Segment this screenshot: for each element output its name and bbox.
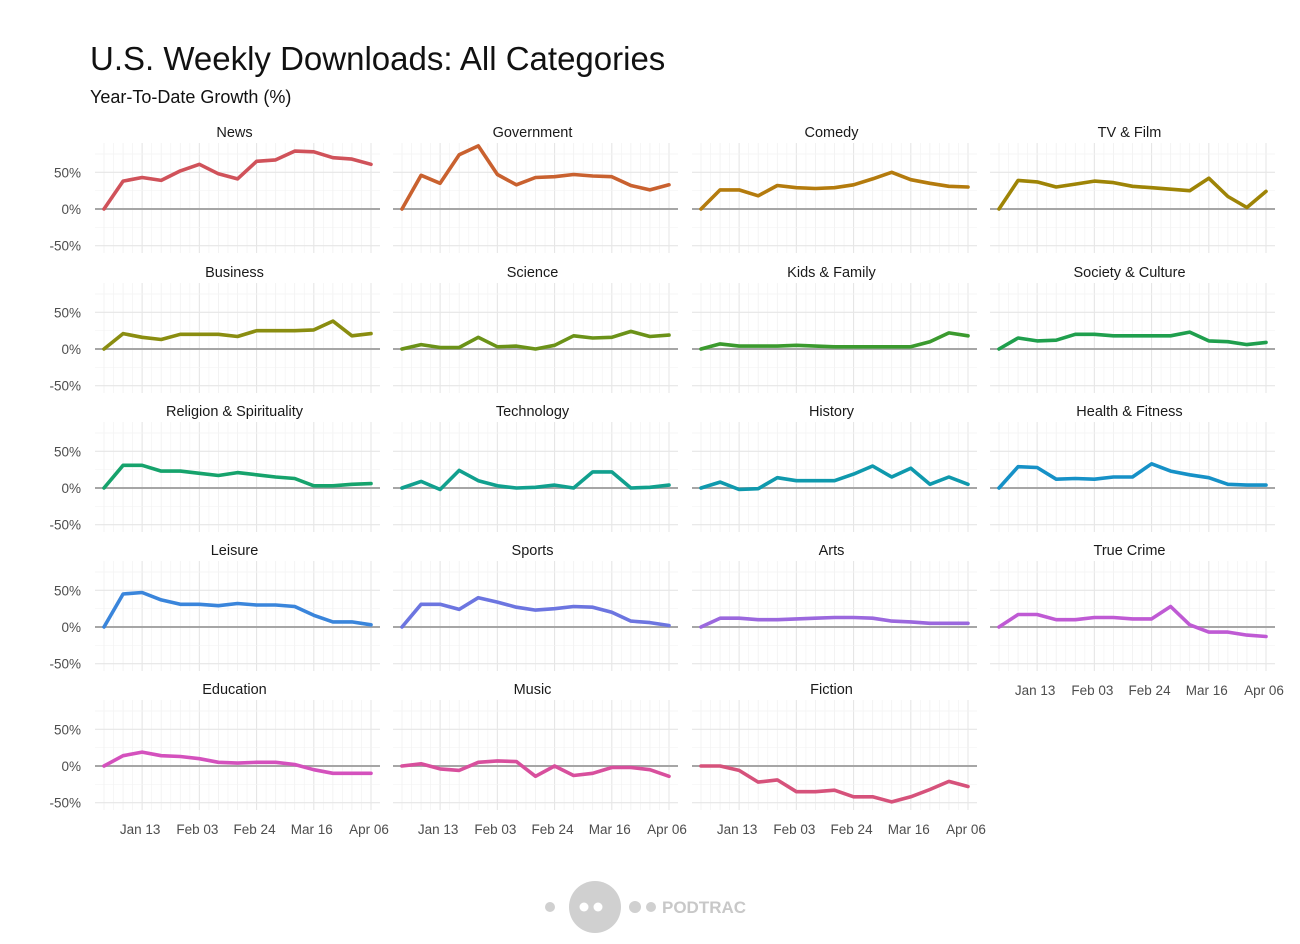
x-tick-label: Mar 16 — [589, 822, 631, 837]
series-line-news — [102, 149, 373, 211]
series-line-health-fitness — [997, 461, 1268, 490]
series-line-true-crime — [997, 604, 1268, 639]
series-line-music — [400, 759, 671, 779]
series-line-fiction — [699, 764, 970, 804]
x-tick-label: Apr 06 — [647, 822, 687, 837]
facet-label-tv-film: TV & Film — [1098, 125, 1162, 141]
facet-label-history: History — [809, 404, 855, 420]
x-tick-label: Jan 13 — [120, 822, 161, 837]
brand-name: PODTRAC — [662, 898, 746, 917]
series-line-leisure — [102, 590, 373, 629]
series-line-comedy — [699, 170, 970, 211]
facet-label-comedy: Comedy — [805, 125, 860, 141]
series-line-science — [400, 329, 671, 351]
x-tick-label: Feb 03 — [474, 822, 516, 837]
y-tick-label: 50% — [54, 583, 81, 598]
facet-label-science: Science — [507, 265, 559, 281]
series-line-history — [699, 464, 970, 492]
series-line-government — [400, 144, 671, 211]
chart-title: U.S. Weekly Downloads: All Categories — [90, 40, 666, 77]
facet-label-music: Music — [514, 682, 552, 698]
podtrac-logo: PODTRAC — [545, 881, 746, 933]
x-tick-label: Feb 24 — [234, 822, 277, 837]
logo-dot-icon — [545, 902, 555, 912]
facet-label-true-crime: True Crime — [1094, 543, 1166, 559]
x-tick-label: Jan 13 — [1015, 683, 1056, 698]
x-tick-label: Mar 16 — [1186, 683, 1228, 698]
series-line-tv-film — [997, 176, 1268, 211]
y-tick-label: 50% — [54, 305, 81, 320]
facet-label-education: Education — [202, 682, 267, 698]
y-tick-label: -50% — [49, 796, 81, 811]
x-tick-label: Feb 03 — [176, 822, 218, 837]
x-tick-label: Feb 24 — [1129, 683, 1172, 698]
series-line-business — [102, 319, 373, 351]
series-line-technology — [400, 468, 671, 492]
series-line-religion-spirituality — [102, 463, 373, 490]
facet-label-religion-spirituality: Religion & Spirituality — [166, 404, 304, 420]
series-line-education — [102, 750, 373, 776]
y-tick-label: 50% — [54, 165, 81, 180]
facet-label-government: Government — [493, 125, 573, 141]
chart-subtitle: Year-To-Date Growth (%) — [90, 87, 292, 107]
x-tick-label: Jan 13 — [418, 822, 459, 837]
y-tick-label: 50% — [54, 722, 81, 737]
series-line-kids-family — [699, 331, 970, 351]
x-tick-label: Feb 03 — [1071, 683, 1113, 698]
y-tick-label: -50% — [49, 239, 81, 254]
x-tick-label: Mar 16 — [888, 822, 930, 837]
facet-label-business: Business — [205, 265, 264, 281]
facet-label-arts: Arts — [819, 543, 845, 559]
y-tick-label: -50% — [49, 657, 81, 672]
x-tick-label: Feb 24 — [831, 822, 874, 837]
y-tick-label: -50% — [49, 518, 81, 533]
series-line-sports — [400, 595, 671, 629]
y-tick-label: 0% — [61, 202, 81, 217]
series-line-society-culture — [997, 330, 1268, 351]
y-tick-label: -50% — [49, 379, 81, 394]
facet-label-leisure: Leisure — [211, 543, 259, 559]
facet-label-health-fitness: Health & Fitness — [1076, 404, 1182, 420]
x-tick-label: Apr 06 — [946, 822, 986, 837]
x-tick-label: Jan 13 — [717, 822, 758, 837]
y-tick-label: 0% — [61, 620, 81, 635]
x-tick-label: Apr 06 — [1244, 683, 1284, 698]
facet-label-technology: Technology — [496, 404, 570, 420]
facet-label-news: News — [216, 125, 252, 141]
facet-label-kids-family: Kids & Family — [787, 265, 876, 281]
x-tick-label: Feb 24 — [532, 822, 575, 837]
y-tick-label: 0% — [61, 759, 81, 774]
facet-label-fiction: Fiction — [810, 682, 853, 698]
facet-label-sports: Sports — [512, 543, 554, 559]
y-tick-label: 0% — [61, 342, 81, 357]
series-line-arts — [699, 615, 970, 629]
y-tick-label: 50% — [54, 444, 81, 459]
x-tick-label: Apr 06 — [349, 822, 389, 837]
x-tick-label: Feb 03 — [773, 822, 815, 837]
x-tick-label: Mar 16 — [291, 822, 333, 837]
facet-label-society-culture: Society & Culture — [1073, 265, 1185, 281]
y-tick-label: 0% — [61, 481, 81, 496]
